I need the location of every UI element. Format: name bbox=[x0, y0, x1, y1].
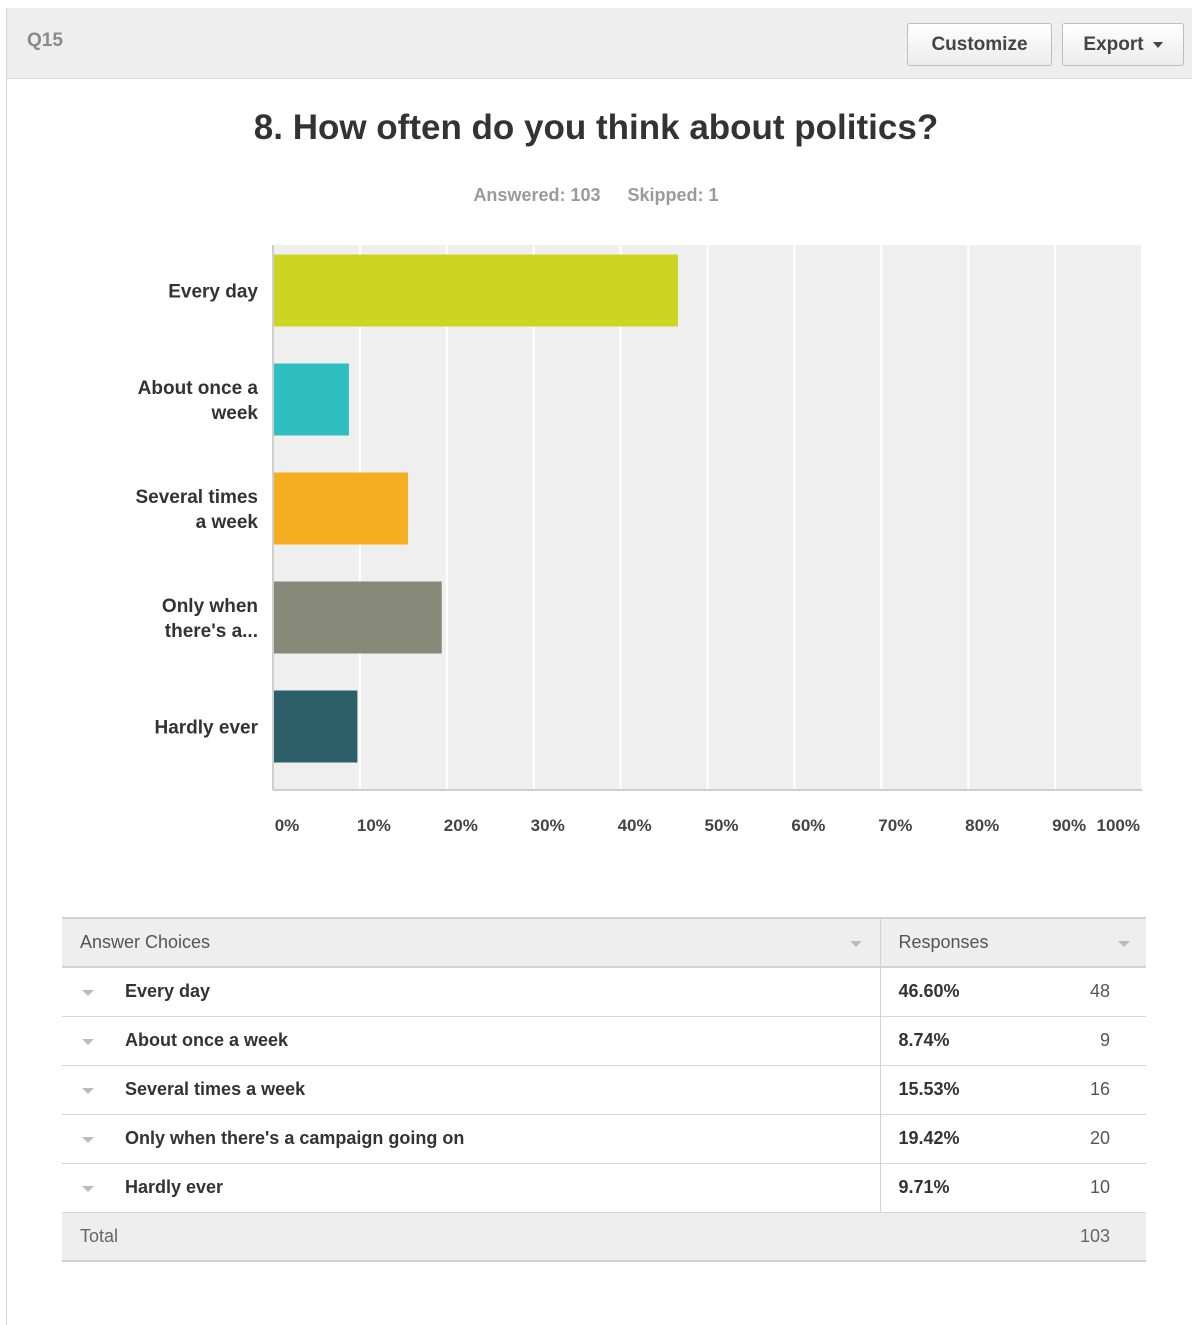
y-category-label: Only when bbox=[162, 596, 258, 617]
answer-choice-label: Hardly ever bbox=[125, 1177, 224, 1197]
y-category-label: week bbox=[211, 403, 259, 424]
y-category-label: Several times bbox=[135, 487, 258, 508]
expand-caret-icon[interactable] bbox=[82, 1136, 94, 1143]
x-tick-label: 100% bbox=[1097, 816, 1140, 835]
y-category-label: a week bbox=[196, 512, 259, 533]
response-count: 9 bbox=[1099, 1030, 1110, 1050]
responses-table: Answer Choices Responses Every day 46.60%… bbox=[62, 917, 1146, 1262]
question-toolbar: Q15 Customize Export bbox=[7, 8, 1192, 79]
response-count: 20 bbox=[1089, 1128, 1110, 1148]
response-count: 48 bbox=[1089, 981, 1110, 1002]
expand-caret-icon[interactable] bbox=[82, 990, 94, 996]
answered-count: Answered: 103 bbox=[473, 185, 601, 205]
bar-4[interactable] bbox=[274, 581, 442, 654]
table-header-row: Answer Choices Responses bbox=[62, 918, 1146, 967]
export-button-label: Export bbox=[1083, 33, 1144, 55]
x-tick-label: 90% bbox=[1052, 816, 1086, 835]
x-tick-label: 60% bbox=[791, 816, 825, 835]
bar-5[interactable] bbox=[274, 690, 358, 763]
response-stats: Answered: 103 Skipped: 1 bbox=[0, 185, 1192, 206]
bar-2[interactable] bbox=[274, 363, 349, 436]
table-row: Hardly ever 9.71% 10 bbox=[62, 1163, 1146, 1212]
response-percent: 8.74% bbox=[898, 1030, 950, 1050]
export-button[interactable]: Export bbox=[1062, 23, 1184, 66]
x-tick-label: 20% bbox=[444, 816, 478, 835]
answer-choice-label: Several times a week bbox=[125, 1079, 306, 1099]
response-percent: 15.53% bbox=[898, 1079, 960, 1099]
expand-caret-icon[interactable] bbox=[82, 1038, 94, 1045]
table-row: Only when there's a campaign going on 19.… bbox=[62, 1114, 1146, 1163]
column-header-label: Answer Choices bbox=[80, 932, 211, 952]
expand-caret-icon[interactable] bbox=[82, 1185, 94, 1192]
skipped-count: Skipped: 1 bbox=[627, 185, 719, 205]
response-percent: 19.42% bbox=[898, 1128, 960, 1148]
y-category-label: About once a bbox=[138, 378, 259, 399]
x-tick-label: 10% bbox=[357, 816, 391, 835]
bar-1[interactable] bbox=[274, 254, 678, 327]
answer-choice-label: Every day bbox=[125, 981, 211, 1002]
customize-button-label: Customize bbox=[931, 33, 1028, 55]
answer-choice-cell: Only when there's a campaign going on bbox=[62, 1114, 881, 1163]
x-tick-label: 40% bbox=[618, 816, 652, 835]
y-category-label: there's a... bbox=[165, 621, 258, 642]
response-count: 10 bbox=[1089, 1177, 1110, 1197]
expand-caret-icon[interactable] bbox=[82, 1087, 94, 1094]
chevron-down-icon bbox=[1152, 41, 1163, 48]
response-percent: 46.60% bbox=[898, 981, 960, 1002]
total-label: Total bbox=[80, 1225, 119, 1246]
x-tick-label: 80% bbox=[965, 816, 999, 835]
table-row: Every day 46.60% 48 bbox=[62, 967, 1146, 1016]
answer-choice-label: Only when there's a campaign going on bbox=[125, 1128, 465, 1148]
table-row: About once a week 8.74% 9 bbox=[62, 1016, 1146, 1065]
answer-choice-cell: Several times a week bbox=[62, 1065, 881, 1114]
answer-choice-cell: Hardly ever bbox=[62, 1163, 881, 1212]
sort-caret-icon[interactable] bbox=[850, 941, 862, 947]
column-header-label: Responses bbox=[898, 932, 989, 952]
table-row: Several times a week 15.53% 16 bbox=[62, 1065, 1146, 1114]
column-header-answer-choices[interactable]: Answer Choices bbox=[62, 918, 881, 967]
sort-caret-icon[interactable] bbox=[1117, 941, 1130, 947]
question-title: 8. How often do you think about politics… bbox=[253, 108, 939, 147]
bar-3[interactable] bbox=[274, 472, 408, 545]
response-count: 16 bbox=[1089, 1079, 1110, 1099]
y-category-label: Every day bbox=[168, 282, 258, 303]
bar-chart: 0% 10% 20% 30% 40% 50% 60% 70% 80% 90% 100% Every d… bbox=[135, 245, 1143, 835]
y-category-label: Hardly ever bbox=[154, 718, 258, 739]
response-percent: 9.71% bbox=[898, 1177, 950, 1197]
column-header-responses[interactable]: Responses bbox=[880, 918, 1146, 967]
x-tick-label: 0% bbox=[275, 816, 300, 835]
x-tick-label: 70% bbox=[878, 816, 912, 835]
answer-choice-cell: About once a week bbox=[62, 1016, 881, 1065]
answer-choice-label: About once a week bbox=[125, 1030, 289, 1050]
x-tick-label: 30% bbox=[531, 816, 565, 835]
customize-button[interactable]: Customize bbox=[907, 23, 1052, 66]
total-row: Total 103 bbox=[62, 1212, 1146, 1261]
question-number: Q15 bbox=[27, 30, 63, 51]
x-tick-label: 50% bbox=[704, 816, 738, 835]
total-count: 103 bbox=[1079, 1225, 1110, 1246]
answer-choice-cell: Every day bbox=[62, 967, 881, 1016]
